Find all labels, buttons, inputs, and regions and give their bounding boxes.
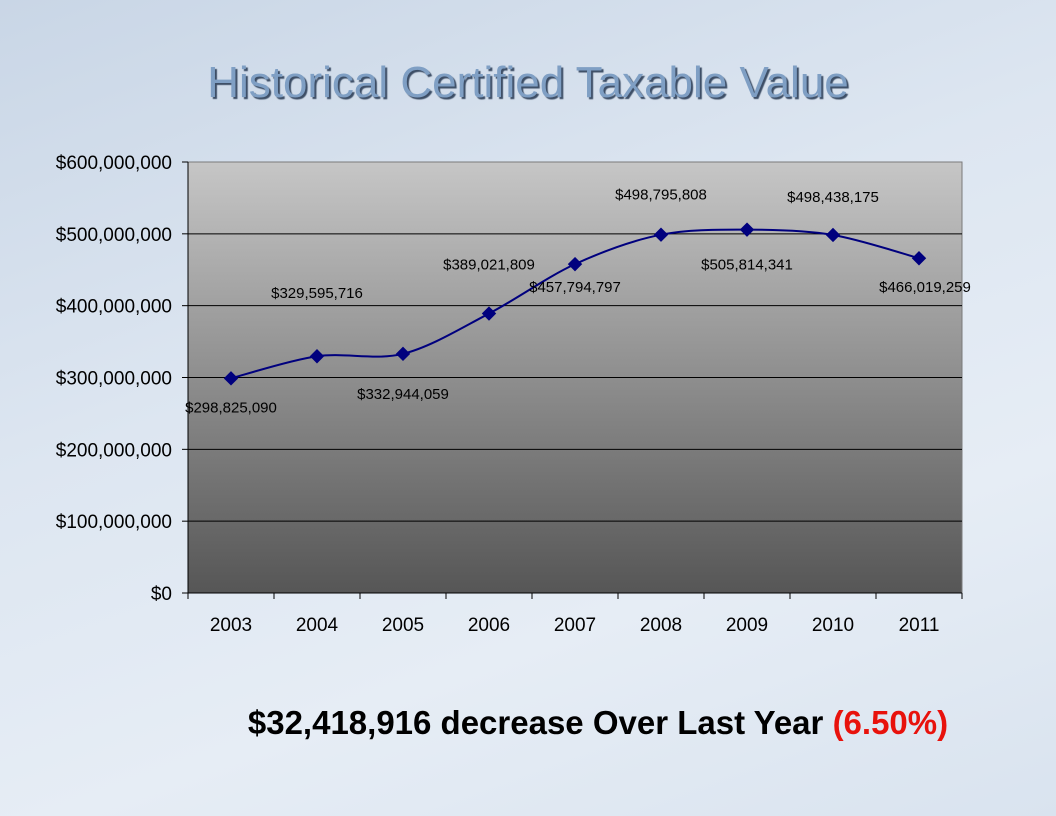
data-label: $332,944,059	[357, 386, 449, 403]
y-tick-label: $100,000,000	[56, 512, 172, 533]
x-tick-label: 2010	[812, 615, 854, 636]
data-label: $298,825,090	[185, 399, 277, 416]
data-point-marker	[825, 227, 841, 243]
data-label: $389,021,809	[443, 257, 535, 274]
y-tick-label: $200,000,000	[56, 440, 172, 461]
summary-percent: (6.50%)	[832, 704, 949, 741]
x-tick-label: 2008	[640, 615, 682, 636]
data-point-marker	[309, 349, 325, 364]
y-tick-label: $400,000,000	[56, 297, 172, 318]
data-point-marker	[223, 371, 239, 386]
data-point-marker	[739, 222, 755, 237]
x-tick-label: 2005	[382, 615, 424, 636]
data-label: $505,814,341	[701, 257, 793, 274]
data-label: $457,794,797	[529, 279, 621, 296]
data-point-marker	[395, 346, 411, 362]
x-tick-label: 2004	[296, 615, 339, 636]
x-tick-label: 2007	[554, 615, 596, 636]
summary-text: $32,418,916 decrease Over Last Year (6.5…	[0, 704, 1056, 742]
data-point-marker	[653, 227, 669, 242]
x-tick-label: 2009	[726, 615, 768, 636]
y-tick-label: $0	[151, 584, 172, 605]
y-tick-label: $500,000,000	[56, 225, 172, 246]
x-tick-label: 2006	[468, 615, 510, 636]
data-label: $329,595,716	[271, 285, 363, 302]
summary-change: $32,418,916 decrease Over Last Year	[247, 704, 824, 741]
data-point-marker	[567, 256, 583, 272]
data-label: $498,438,175	[787, 189, 879, 206]
data-label: $466,019,259	[879, 279, 971, 296]
slide-title: Historical Certified Taxable Value	[207, 58, 849, 107]
data-label: $498,795,808	[615, 187, 707, 204]
x-tick-label: 2011	[899, 615, 940, 636]
y-tick-label: $600,000,000	[56, 153, 172, 174]
data-point-marker	[911, 251, 927, 266]
x-tick-label: 2003	[210, 615, 252, 636]
data-point-marker	[481, 306, 497, 321]
y-tick-label: $300,000,000	[56, 369, 172, 390]
